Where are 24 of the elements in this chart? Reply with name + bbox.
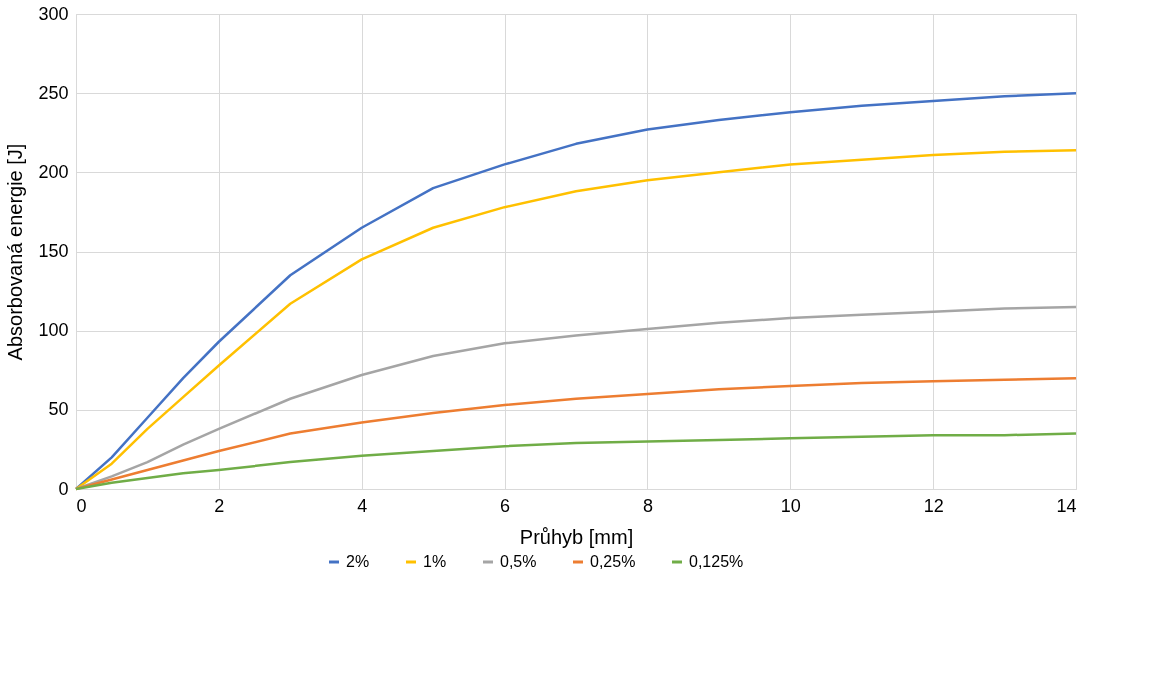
- y-tick-label: 100: [38, 320, 69, 341]
- x-tick-label: 2: [214, 495, 225, 516]
- y-axis-title: Absorbovaná energie [J]: [4, 143, 27, 361]
- x-tick-label: 0: [76, 495, 87, 516]
- line-series: [74, 305, 1078, 491]
- y-tick-label: 250: [38, 82, 69, 103]
- x-axis-title: Průhyb [mm]: [519, 525, 634, 548]
- x-tick-label: 10: [780, 495, 801, 516]
- x-tick-label: 14: [1056, 495, 1077, 516]
- x-tick-label: 4: [357, 495, 368, 516]
- y-tick-label: 0: [58, 478, 69, 499]
- x-tick-label: 12: [923, 495, 944, 516]
- legend-label: 0,5%: [500, 553, 537, 570]
- legend-label: 2%: [346, 553, 370, 570]
- legend-label: 1%: [423, 553, 447, 570]
- y-tick-label: 200: [38, 161, 69, 182]
- x-tick-label: 6: [500, 495, 511, 516]
- y-tick-label: 300: [38, 3, 69, 24]
- line-series: [74, 432, 1078, 491]
- x-tick-label: 8: [642, 495, 653, 516]
- y-tick-label: 150: [38, 241, 69, 261]
- legend-label: 0,125%: [689, 553, 744, 570]
- legend-label: 0,25%: [590, 553, 636, 570]
- y-tick-label: 50: [48, 399, 69, 420]
